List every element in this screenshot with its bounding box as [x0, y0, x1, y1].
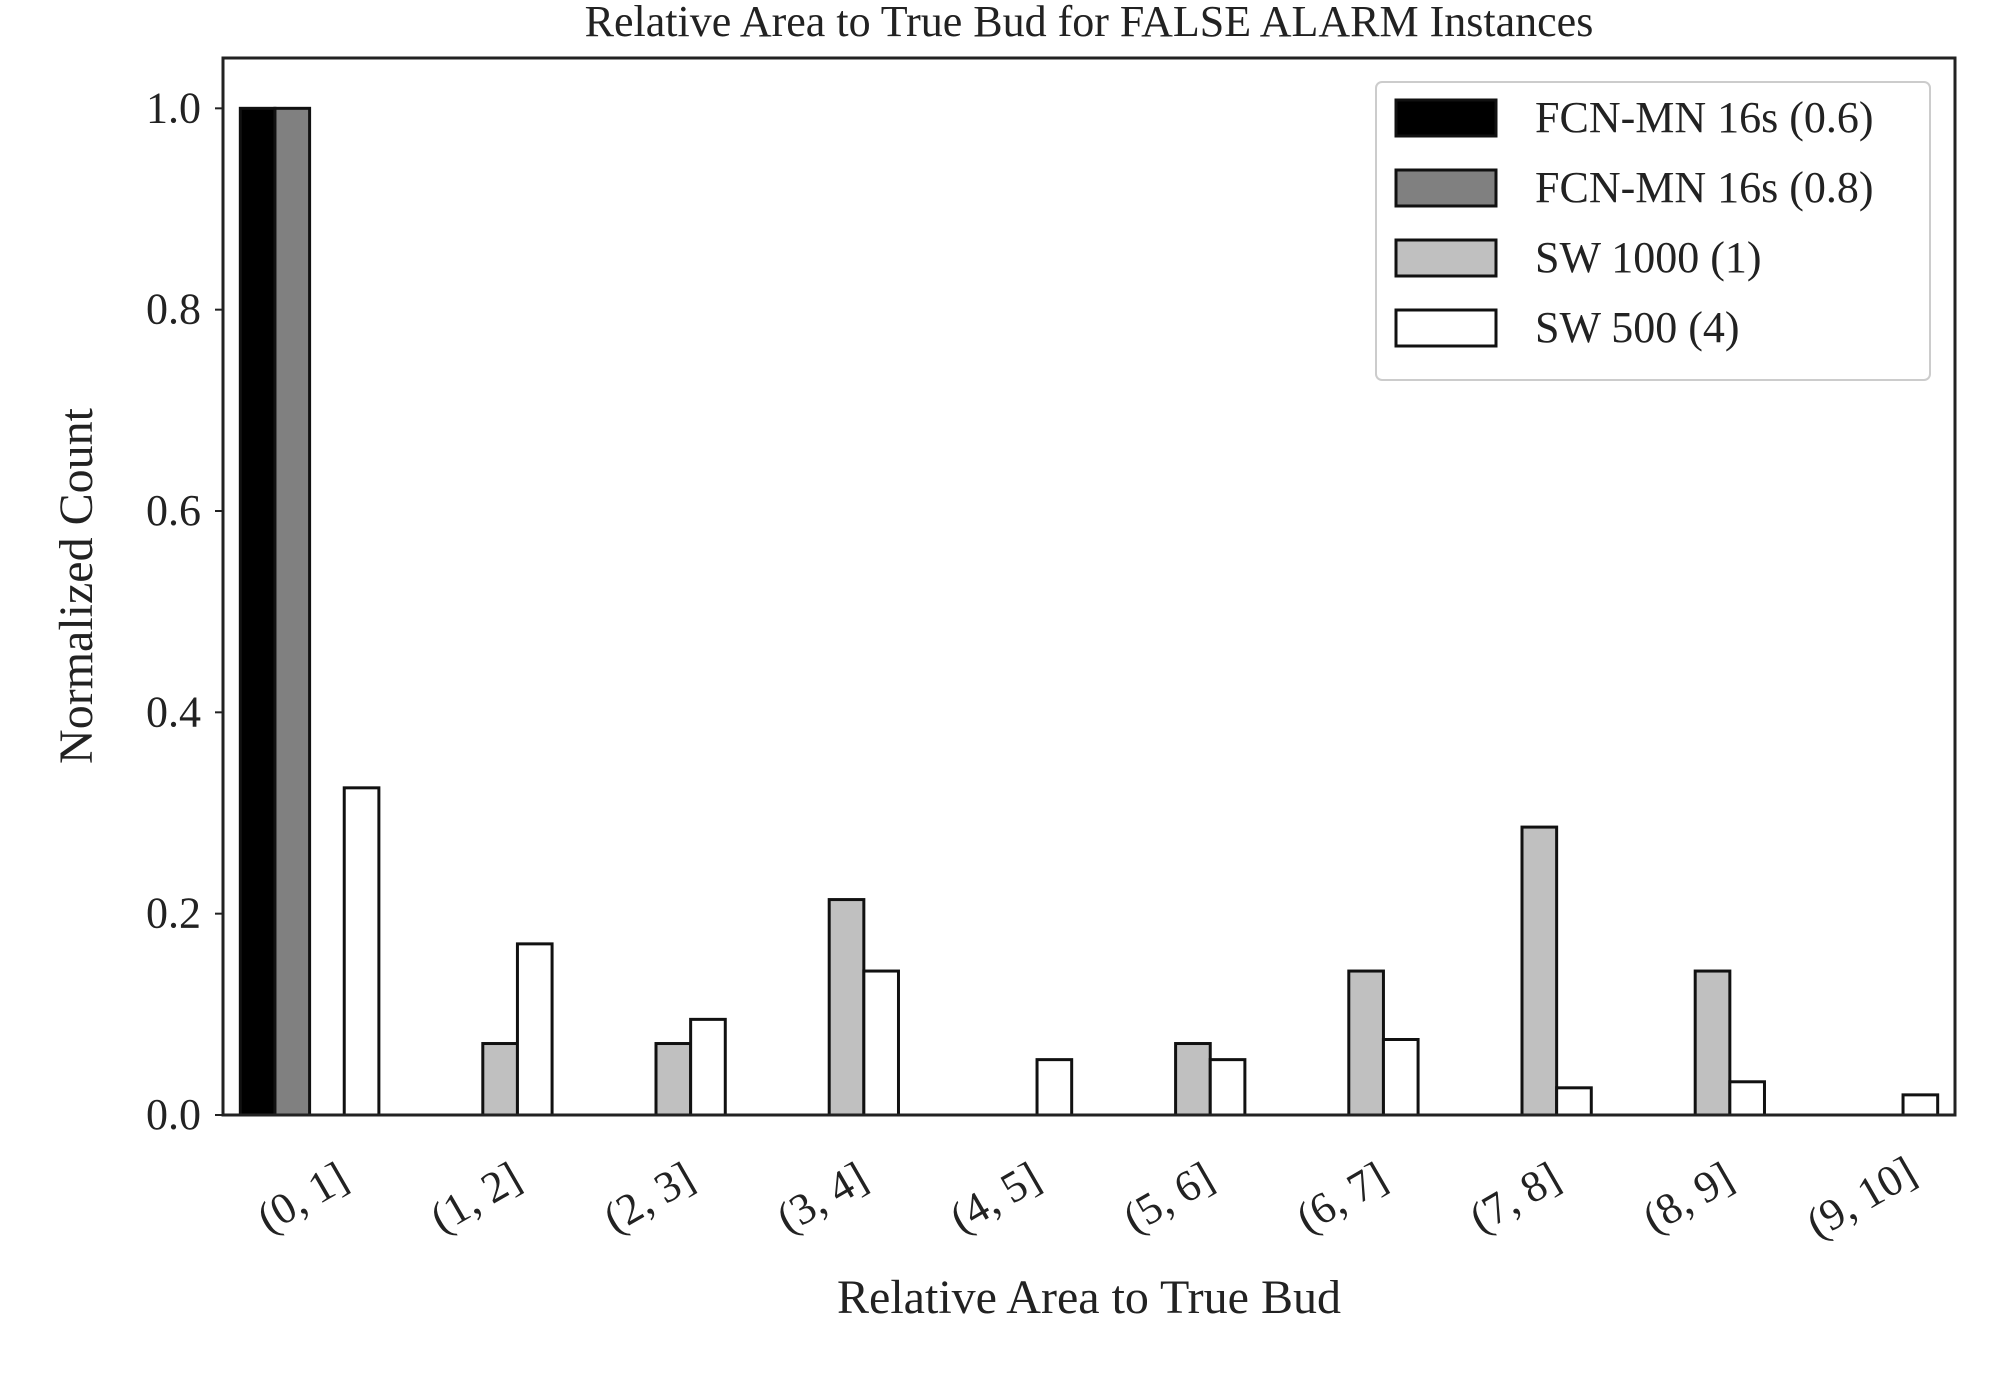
- bar-3-9: [1693, 969, 1732, 1117]
- x-tick-label: (4, 5]: [942, 1152, 1049, 1242]
- y-tick-label: 0.0: [146, 1090, 201, 1139]
- legend-swatch-4: [1394, 308, 1498, 348]
- bar-4-4: [862, 969, 900, 1117]
- x-tick-label: (9, 10]: [1798, 1147, 1924, 1248]
- bar-4-1: [342, 786, 381, 1117]
- x-tick-label: (0, 1]: [249, 1152, 356, 1242]
- x-tick-label: (2, 3]: [595, 1152, 702, 1242]
- legend-label-4: SW 500 (4): [1535, 303, 1740, 352]
- legend-swatch-2: [1394, 168, 1498, 208]
- legend-label-1: FCN-MN 16s (0.6): [1535, 93, 1874, 142]
- x-tick-label: (5, 6]: [1115, 1152, 1222, 1242]
- bar-1-1: [238, 106, 277, 1117]
- legend-frame: [1375, 81, 1931, 381]
- x-tick-label: (8, 9]: [1634, 1152, 1741, 1242]
- y-tick-label: 0.2: [146, 889, 201, 938]
- chart-title: Relative Area to True Bud for FALSE ALAR…: [585, 0, 1594, 46]
- y-tick-label: 0.4: [146, 687, 201, 736]
- y-axis-ticks: 0.0 0.2 0.4 0.6 0.8 1.0: [146, 83, 223, 1139]
- x-axis-label: Relative Area to True Bud: [837, 1271, 1341, 1324]
- legend-label-3: SW 1000 (1): [1535, 233, 1762, 282]
- x-tick-label: (7, 8]: [1461, 1152, 1568, 1242]
- legend-swatch-3: [1394, 238, 1498, 278]
- y-tick-label: 0.6: [146, 486, 201, 535]
- x-tick-label: (3, 4]: [768, 1152, 875, 1242]
- x-tick-label: (1, 2]: [422, 1152, 529, 1242]
- bars: [238, 106, 1940, 1117]
- legend: FCN-MN 16s (0.6) FCN-MN 16s (0.8) SW 1000 …: [1375, 81, 1931, 381]
- bar-4-7: [1381, 1038, 1420, 1117]
- bar-3-4: [827, 898, 866, 1117]
- y-axis-label: Normalized Count: [50, 407, 103, 764]
- bar-3-3: [654, 1042, 693, 1117]
- y-tick-label: 1.0: [146, 83, 201, 132]
- x-tick-label: (6, 7]: [1288, 1152, 1395, 1242]
- x-axis-ticks: (0, 1] (1, 2] (2, 3] (3, 4] (4, 5] (5, 6] (6, …: [249, 1147, 1924, 1248]
- bar-3-6: [1174, 1042, 1212, 1117]
- bar-4-6: [1208, 1058, 1247, 1117]
- bar-4-5: [1035, 1058, 1074, 1117]
- legend-swatch-1: [1394, 98, 1498, 138]
- bar-3-2: [481, 1042, 519, 1117]
- bar-4-8: [1555, 1086, 1593, 1117]
- bar-4-3: [689, 1017, 727, 1117]
- y-tick-label: 0.8: [146, 285, 201, 334]
- plot-frame: [221, 56, 1957, 1117]
- legend-label-2: FCN-MN 16s (0.8): [1535, 163, 1874, 212]
- bar-4-9: [1728, 1080, 1766, 1117]
- bar-3-7: [1347, 969, 1385, 1117]
- bar-2-1: [273, 106, 312, 1117]
- bar-4-2: [515, 942, 554, 1117]
- bar-3-8: [1520, 825, 1559, 1117]
- bar-4-10: [1901, 1093, 1940, 1117]
